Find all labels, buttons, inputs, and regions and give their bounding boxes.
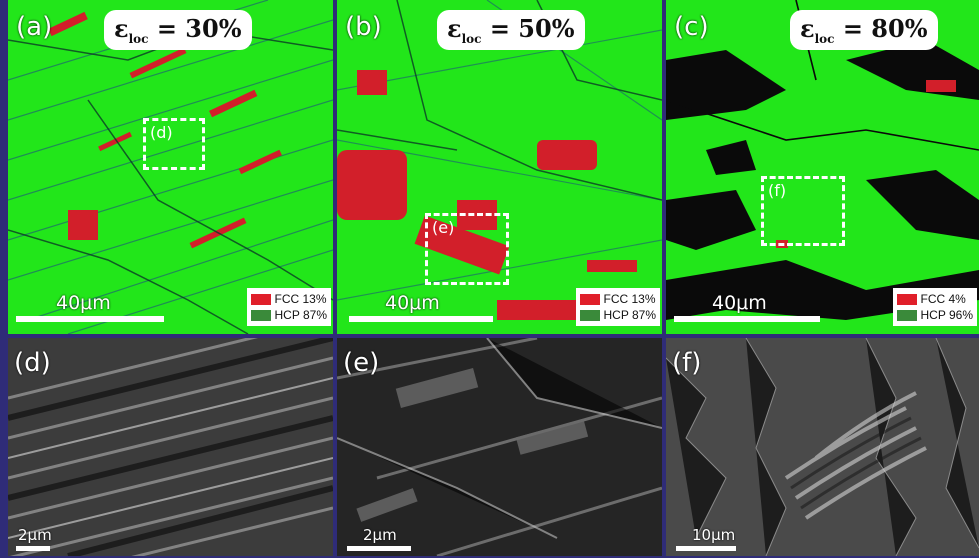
inset-box-b: (e) xyxy=(425,213,509,285)
hcp-fraction: HCP 87% xyxy=(274,308,327,322)
strain-subscript: loc xyxy=(814,32,835,46)
fcc-swatch xyxy=(896,293,917,305)
ebsd-map-b: (b) εloc = 50% (e) 40μm FCC 13% HCP 87% xyxy=(337,0,662,334)
legend-row-hcp: HCP 87% xyxy=(250,307,327,323)
scale-bar-c xyxy=(674,316,820,322)
phase-legend-a: FCC 13% HCP 87% xyxy=(246,288,331,326)
scale-bar-b xyxy=(349,316,493,322)
hcp-fraction: HCP 87% xyxy=(603,308,656,322)
strain-value: = 30% xyxy=(148,14,242,43)
fcc-swatch xyxy=(250,293,271,305)
panel-label-b: (b) xyxy=(345,12,382,42)
scale-label-c: 40μm xyxy=(712,292,767,314)
phase-legend-c: FCC 4% HCP 96% xyxy=(892,288,977,326)
strain-subscript: loc xyxy=(461,32,482,46)
strain-value: = 80% xyxy=(834,14,928,43)
strain-symbol: ε xyxy=(447,14,462,43)
scale-label-d: 2μm xyxy=(18,526,52,544)
phase-legend-b: FCC 13% HCP 87% xyxy=(575,288,660,326)
sem-texture-f xyxy=(666,338,979,556)
fcc-swatch xyxy=(579,293,600,305)
strain-symbol: ε xyxy=(800,14,815,43)
sem-texture-e xyxy=(337,338,662,556)
scale-label-a: 40μm xyxy=(56,292,111,314)
panel-label-e: (e) xyxy=(343,348,380,378)
legend-row-fcc: FCC 13% xyxy=(579,291,656,307)
strain-label-c: εloc = 80% xyxy=(790,10,938,50)
panel-label-f: (f) xyxy=(672,348,702,378)
hcp-swatch xyxy=(579,309,600,321)
inset-label: (f) xyxy=(768,181,787,200)
panel-label-a: (a) xyxy=(16,12,53,42)
legend-row-fcc: FCC 13% xyxy=(250,291,327,307)
panel-label-c: (c) xyxy=(674,12,709,42)
sem-image-f: (f) 10μm xyxy=(666,338,979,556)
scale-bar-e xyxy=(347,546,411,551)
inset-box-c: (f) xyxy=(761,176,845,246)
strain-label-b: εloc = 50% xyxy=(437,10,585,50)
scale-bar-a xyxy=(16,316,164,322)
strain-label-a: εloc = 30% xyxy=(104,10,252,50)
strain-subscript: loc xyxy=(128,32,149,46)
sem-image-d: (d) 2μm xyxy=(8,338,333,556)
scale-label-e: 2μm xyxy=(363,526,397,544)
inset-label: (d) xyxy=(150,123,173,142)
hcp-fraction: HCP 96% xyxy=(920,308,973,322)
inset-box-a: (d) xyxy=(143,118,205,170)
ebsd-texture-b xyxy=(337,0,662,320)
legend-row-hcp: HCP 87% xyxy=(579,307,656,323)
ebsd-map-a: (a) εloc = 30% (d) 40μm FCC 13% HCP 87% xyxy=(8,0,333,334)
inset-label: (e) xyxy=(432,218,455,237)
fcc-fraction: FCC 4% xyxy=(920,292,966,306)
scale-bar-f xyxy=(676,546,736,551)
fcc-fraction: FCC 13% xyxy=(603,292,656,306)
hcp-swatch xyxy=(896,309,917,321)
fcc-fraction: FCC 13% xyxy=(274,292,327,306)
ebsd-map-c: (c) εloc = 80% (f) 40μm FCC 4% HCP 96% xyxy=(666,0,979,334)
scale-label-b: 40μm xyxy=(385,292,440,314)
strain-symbol: ε xyxy=(114,14,129,43)
sem-image-e: (e) 2μm xyxy=(337,338,662,556)
legend-row-hcp: HCP 96% xyxy=(896,307,973,323)
legend-row-fcc: FCC 4% xyxy=(896,291,973,307)
scale-bar-d xyxy=(16,546,50,551)
ebsd-texture-c xyxy=(666,0,979,320)
panel-label-d: (d) xyxy=(14,348,51,378)
hcp-swatch xyxy=(250,309,271,321)
sem-texture-d xyxy=(8,338,333,556)
scale-label-f: 10μm xyxy=(692,526,736,544)
strain-value: = 50% xyxy=(481,14,575,43)
